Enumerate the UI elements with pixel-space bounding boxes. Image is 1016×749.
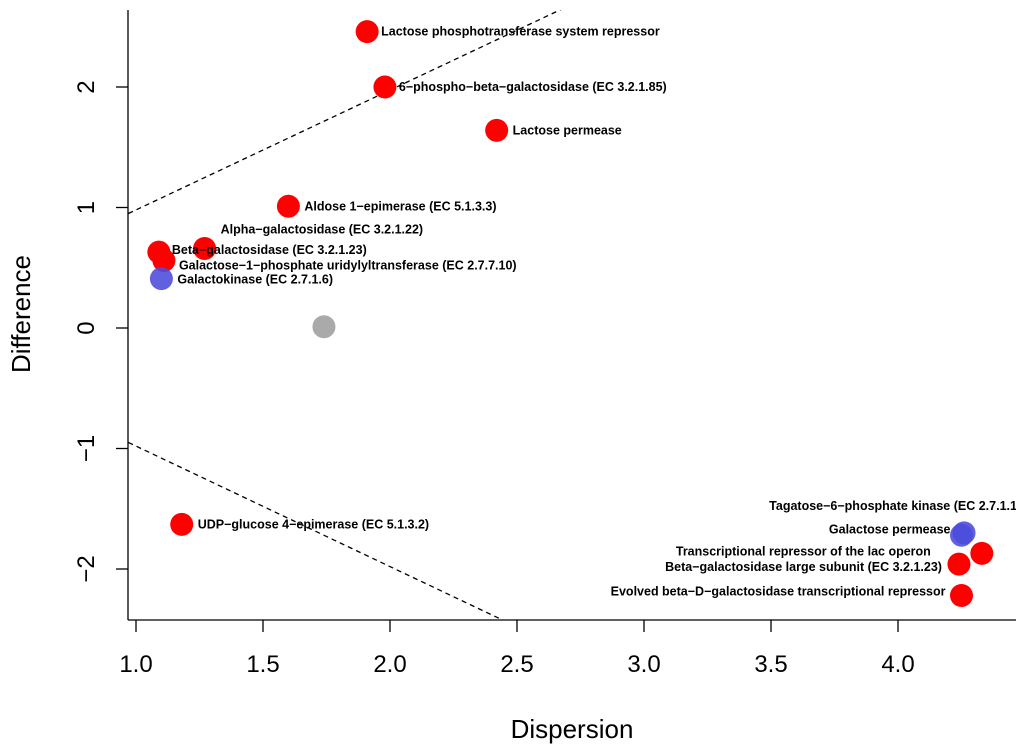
point-label: Galactose−1−phosphate uridylyltransferas… [179,259,517,273]
x-axis: 1.0 1.5 2.0 2.5 3.0 3.5 4.0 [119,620,915,678]
point-label: 6−phospho−beta−galactosidase (EC 3.2.1.8… [399,80,667,94]
data-point-red [947,552,971,576]
x-axis-title: Dispersion [511,714,634,744]
data-point-blue [149,267,173,291]
reference-lines [128,10,562,620]
y-axis-title: Difference [6,255,36,373]
reference-line-1 [128,10,562,215]
data-point-red [170,512,194,536]
plot-frame [127,10,1016,621]
data-point-red [485,118,509,142]
point-label: Tagatose−6−phosphate kinase (EC 2.7.1.14… [769,499,1016,513]
point-label: Transcriptional repressor of the lac ope… [676,544,931,558]
point-label: Alpha−galactosidase (EC 3.2.1.22) [221,222,424,236]
x-tick-label: 2.5 [500,651,533,678]
data-point-red [373,75,397,99]
x-tick-label: 3.5 [754,651,787,678]
y-tick-label: −1 [73,435,100,462]
point-label: Beta−galactosidase large subunit (EC 3.2… [665,560,942,574]
data-point-gray [312,315,336,339]
point-label: Aldose 1−epimerase (EC 5.1.3.3) [304,199,496,213]
point-label: UDP−glucose 4−epimerase (EC 5.1.3.2) [198,517,429,531]
y-tick-label: 2 [73,80,100,93]
y-tick-label: −2 [73,555,100,582]
data-point-red [355,20,379,44]
point-labels: Lactose phosphotransferase system repres… [172,25,1016,599]
point-label: Galactokinase (EC 2.7.1.6) [177,273,333,287]
point-label: Beta−galactosidase (EC 3.2.1.23) [172,243,367,257]
data-point-blue [950,523,973,547]
data-point-red [193,236,217,260]
x-tick-label: 4.0 [881,651,914,678]
x-tick-label: 1.0 [119,651,152,678]
y-tick-label: 0 [73,321,100,334]
x-tick-label: 3.0 [627,651,660,678]
x-tick-label: 2.0 [373,651,406,678]
point-label: Lactose phosphotransferase system repres… [381,25,660,39]
data-point-red [950,584,973,608]
data-point-red [970,541,994,565]
y-tick-label: 1 [73,201,100,214]
point-label: Lactose permease [513,123,622,137]
point-label: Galactose permease [829,522,951,536]
data-points [147,20,994,608]
point-label: Evolved beta−D−galactosidase transcripti… [611,585,946,599]
x-tick-label: 1.5 [246,651,279,678]
data-point-red [152,249,176,273]
data-point-red [276,194,300,218]
y-axis: −2 −1 0 1 2 [73,80,128,583]
